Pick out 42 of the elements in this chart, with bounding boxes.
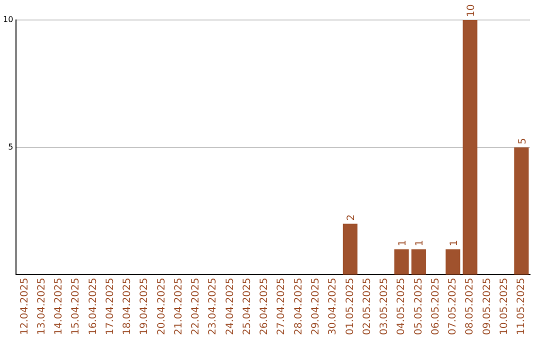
x-tick-label: 05.05.2025 (413, 278, 424, 336)
x-tick-label: 14.04.2025 (54, 278, 65, 336)
x-tick-label: 18.04.2025 (122, 278, 134, 336)
x-tick-label: 16.04.2025 (88, 278, 99, 336)
x-tick-label: 15.04.2025 (70, 278, 82, 336)
data-label: 1 (448, 240, 460, 246)
bar (446, 249, 460, 275)
x-tick-label: 01.05.2025 (344, 278, 356, 336)
x-tick-label: 06.05.2025 (430, 278, 442, 336)
x-tick-label: 04.05.2025 (396, 278, 408, 336)
x-tick-label: 11.05.2025 (516, 278, 528, 336)
x-tick-label: 13.04.2025 (36, 278, 48, 336)
data-label: 10 (466, 4, 478, 17)
x-tick-label: 03.05.2025 (379, 278, 390, 336)
x-tick-label: 09.05.2025 (482, 278, 493, 336)
data-label: 2 (346, 214, 358, 221)
x-tick-label: 25.04.2025 (242, 278, 253, 336)
bar (462, 20, 478, 275)
x-tick-label: 17.04.2025 (104, 278, 116, 336)
x-tick-label: 21.04.2025 (173, 278, 184, 336)
data-label: 1 (398, 240, 409, 246)
x-tick-label: 07.05.2025 (448, 278, 459, 336)
x-tick-label: 12.04.2025 (19, 278, 30, 336)
bar (411, 249, 426, 275)
x-tick-label: 29.04.2025 (310, 278, 322, 336)
x-tick-label: 20.04.2025 (156, 278, 168, 336)
bar (514, 147, 529, 275)
x-tick-label: 02.05.2025 (362, 278, 373, 336)
bar (394, 249, 409, 275)
x-tick-label: 23.04.2025 (208, 278, 219, 336)
x-tick-label: 22.04.2025 (190, 278, 202, 336)
x-tick-label: 30.04.2025 (328, 278, 339, 336)
x-tick-label: 27.04.2025 (276, 278, 288, 336)
data-label: 5 (517, 138, 528, 144)
data-label: 1 (414, 240, 426, 246)
x-tick-label: 19.04.2025 (139, 278, 150, 336)
x-tick-label: 26.04.2025 (259, 278, 270, 336)
bar (342, 224, 358, 275)
x-tick-label: 28.04.2025 (293, 278, 304, 336)
x-tick-label: 24.04.2025 (224, 278, 236, 336)
x-tick-label: 08.05.2025 (464, 278, 476, 336)
x-tick-label: 10.05.2025 (498, 278, 510, 336)
